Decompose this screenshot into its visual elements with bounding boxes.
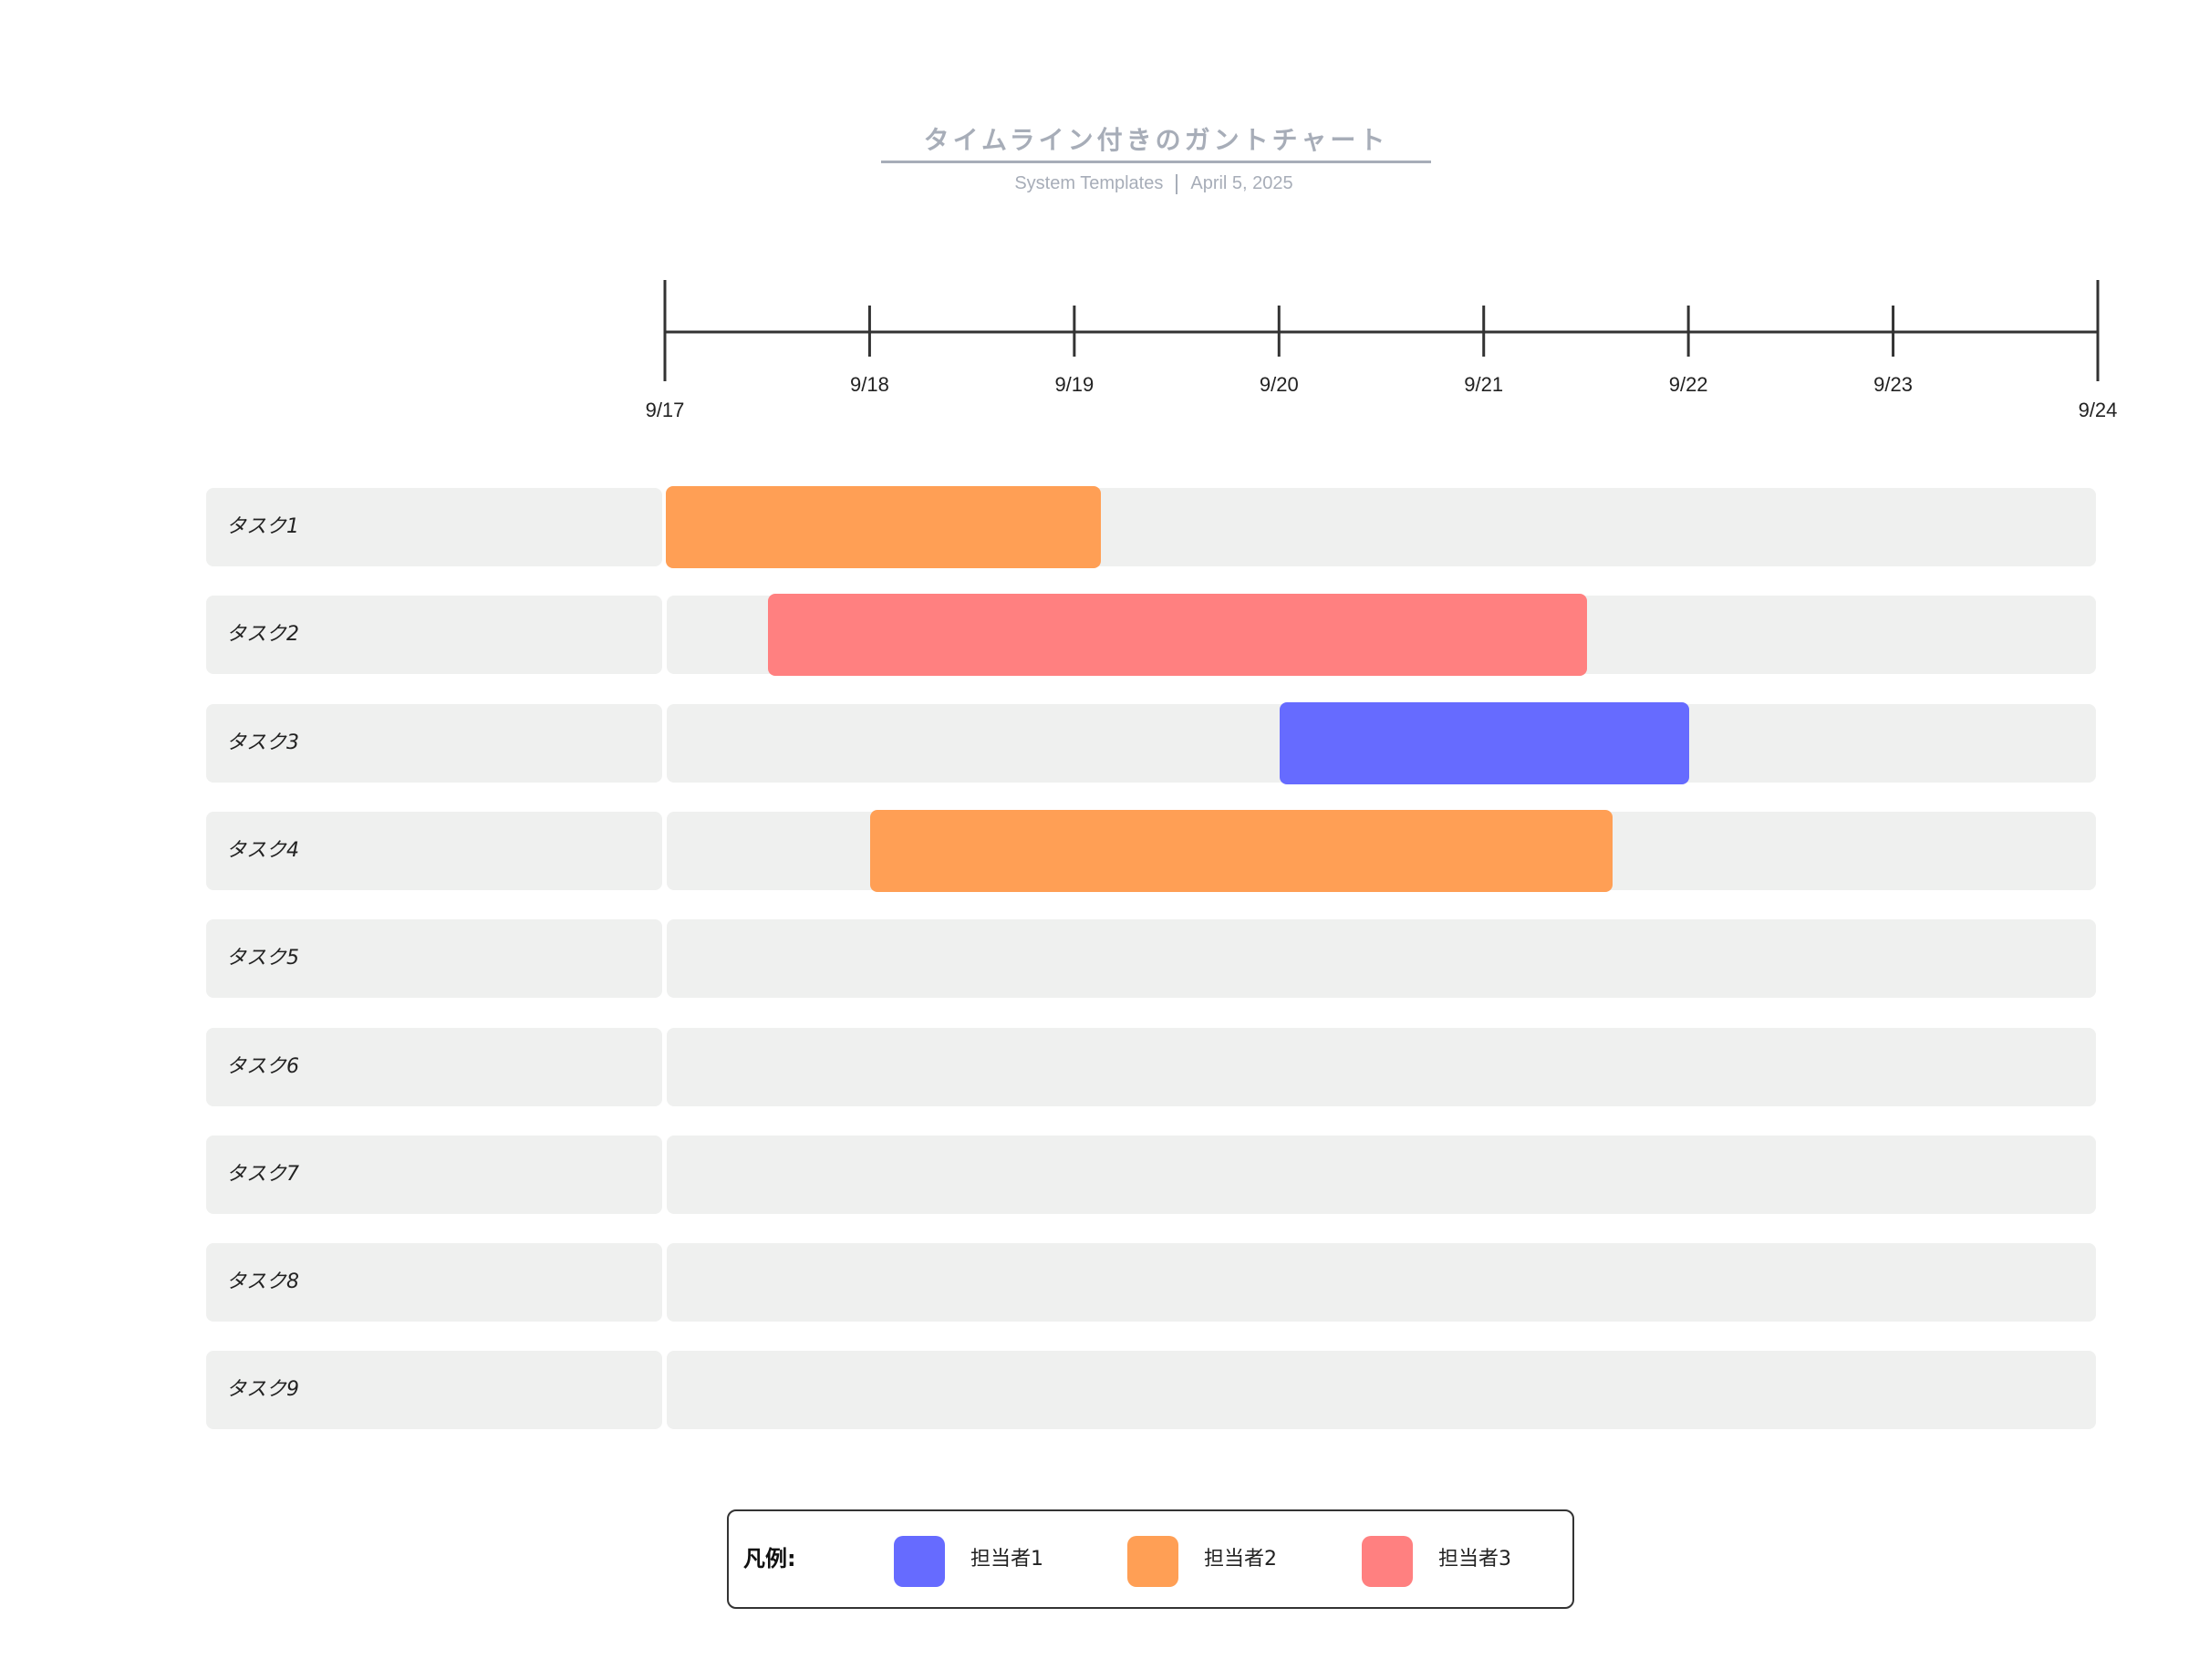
- subtitle: System Templates April 5, 2025: [0, 173, 2189, 194]
- legend: 凡例: 担当者1 担当者2 担当者3: [727, 1509, 1574, 1609]
- task-track: [667, 1351, 2096, 1430]
- chart-title: タイムライン付きのガントチャート: [923, 125, 1389, 155]
- task-label-box: タスク5: [206, 919, 662, 999]
- task-bar[interactable]: [768, 594, 1587, 677]
- task-label: タスク1: [226, 515, 299, 538]
- tick-label: 9/24: [2079, 399, 2118, 421]
- task-label: タスク2: [226, 623, 299, 647]
- task-track: [667, 1027, 2096, 1106]
- task-label-box: タスク4: [206, 811, 662, 890]
- task-label: タスク3: [226, 731, 299, 754]
- task-label: タスク6: [226, 1054, 299, 1078]
- task-bar[interactable]: [1280, 701, 1690, 784]
- task-label-box: タスク9: [206, 1351, 662, 1430]
- task-label: タスク8: [226, 1270, 299, 1294]
- task-label: タスク5: [226, 947, 299, 970]
- tick-label: 9/21: [1464, 373, 1503, 396]
- subtitle-separator: [1176, 173, 1178, 194]
- tick-label: 9/18: [850, 373, 889, 396]
- task-bar[interactable]: [870, 809, 1613, 892]
- legend-swatch: [1127, 1536, 1178, 1587]
- task-label-box: タスク8: [206, 1243, 662, 1322]
- tick-label: 9/17: [646, 399, 685, 421]
- legend-swatch: [1362, 1536, 1413, 1587]
- task-label: タスク7: [226, 1162, 299, 1186]
- tick-label: 9/23: [1873, 373, 1913, 396]
- tick-label: 9/20: [1260, 373, 1299, 396]
- subtitle-source: System Templates: [1014, 173, 1164, 193]
- legend-title: 凡例:: [743, 1546, 796, 1571]
- task-label: タスク9: [226, 1378, 299, 1402]
- task-label-box: タスク2: [206, 596, 662, 675]
- tick-label: 9/22: [1669, 373, 1708, 396]
- task-label-box: タスク6: [206, 1027, 662, 1106]
- legend-label: 担当者2: [1204, 1548, 1277, 1571]
- task-label-box: タスク3: [206, 703, 662, 783]
- legend-label: 担当者3: [1438, 1548, 1511, 1571]
- title-underline: [881, 161, 1431, 163]
- task-label-box: タスク7: [206, 1135, 662, 1214]
- legend-label: 担当者1: [970, 1548, 1043, 1571]
- task-track: [667, 919, 2096, 999]
- task-bar[interactable]: [666, 486, 1101, 568]
- task-track: [667, 1243, 2096, 1322]
- subtitle-date: April 5, 2025: [1190, 173, 1293, 193]
- tick-label: 9/19: [1054, 373, 1094, 396]
- task-track: [667, 1135, 2096, 1214]
- legend-swatch: [894, 1536, 945, 1587]
- task-label: タスク4: [226, 838, 299, 862]
- timeline-axis: 9/17 9/18 9/19 9/20 9/21 9/22 9/23 9/24: [646, 280, 2118, 421]
- task-label-box: タスク1: [206, 488, 662, 566]
